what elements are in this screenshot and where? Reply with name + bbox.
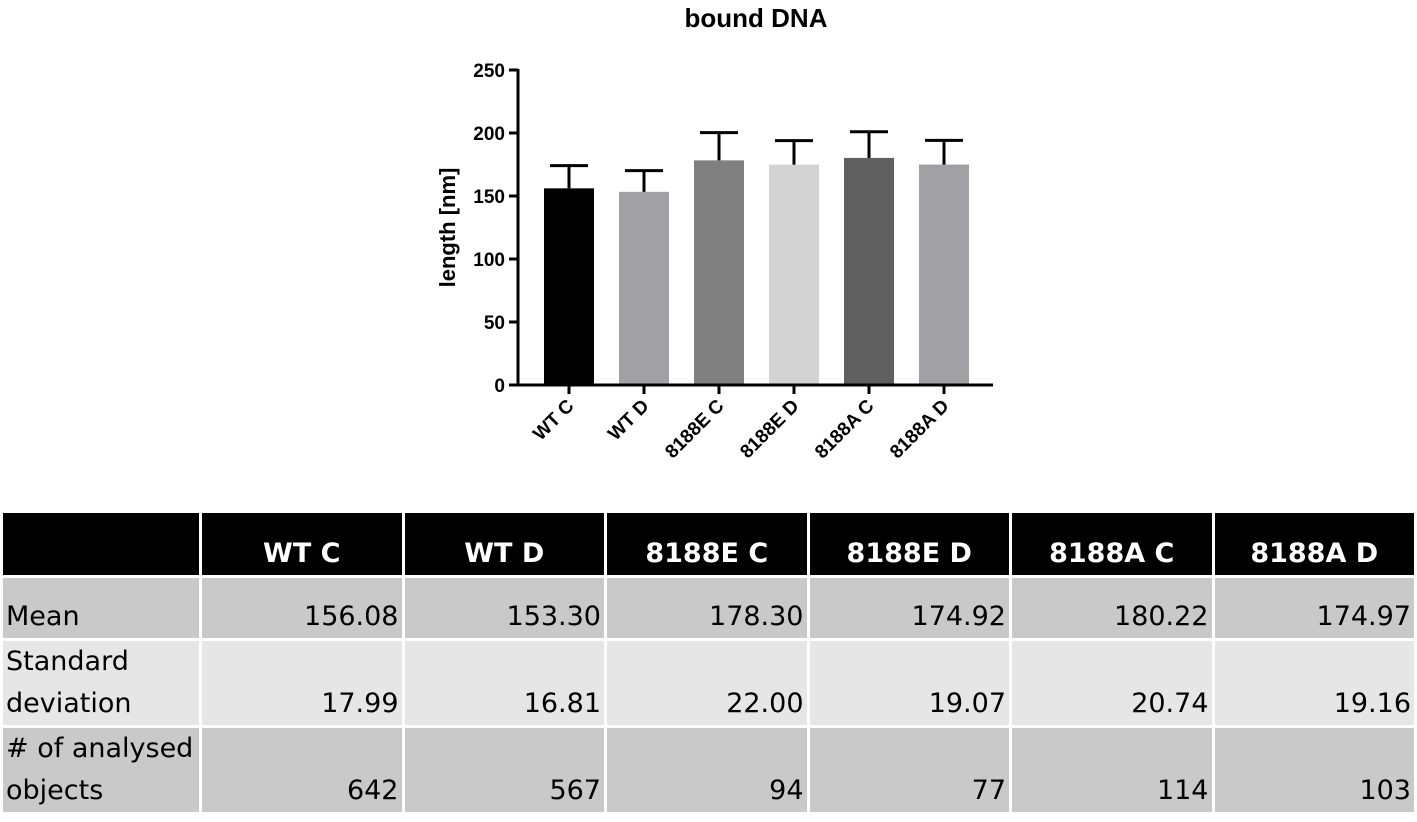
table-cell: 19.07 <box>809 641 1009 725</box>
x-tick-label: WT C <box>529 395 578 444</box>
table-cell: 180.22 <box>1012 578 1212 638</box>
table-cell: 103 <box>1214 728 1414 812</box>
y-axis-label: length [nm] <box>435 168 460 288</box>
column-header: WT D <box>404 513 604 575</box>
row-label: Mean <box>3 578 199 638</box>
row-label-line1: Mean <box>6 601 80 632</box>
table-cell: 94 <box>607 728 807 812</box>
table-cell: 77 <box>809 728 1009 812</box>
table-cell: 174.97 <box>1214 578 1414 638</box>
table-cell: 16.81 <box>404 641 604 725</box>
y-tick-label: 200 <box>473 124 505 145</box>
chart-area: bound DNA length [nm] 0 50 100 150 200 250 WT C W… <box>435 3 993 463</box>
row-label-line1: # of analysed <box>6 733 194 764</box>
row-label-line2: deviation <box>6 688 132 719</box>
bar-chart: bound DNA length [nm] 0 50 100 150 200 250 WT C W… <box>435 3 993 463</box>
summary-table: WT C WT D 8188E C 8188E D 8188A C 8188A … <box>0 510 1417 815</box>
table-cell: 174.92 <box>809 578 1009 638</box>
column-header: 8188A D <box>1214 513 1414 575</box>
chart-title: bound DNA <box>685 3 828 33</box>
table-corner-cell <box>3 513 199 575</box>
column-header: 8188E C <box>607 513 807 575</box>
x-tick-label: 8188E C <box>661 395 728 462</box>
bar <box>694 160 744 385</box>
table-cell: 567 <box>404 728 604 812</box>
row-label-line1: Standard <box>6 646 129 677</box>
bar <box>919 164 969 385</box>
table-cell: 156.08 <box>202 578 402 638</box>
x-tick-label: 8188A D <box>886 396 953 463</box>
table-header-row: WT C WT D 8188E C 8188E D 8188A C 8188A … <box>3 513 1414 575</box>
table-cell: 178.30 <box>607 578 807 638</box>
x-tick-label: WT D <box>604 396 653 445</box>
bar <box>769 164 819 385</box>
table-row-mean: Mean 156.08 153.30 178.30 174.92 180.22 … <box>3 578 1414 638</box>
table-cell: 22.00 <box>607 641 807 725</box>
table-cell: 17.99 <box>202 641 402 725</box>
bar <box>844 157 894 385</box>
row-label: # of analysed objects <box>3 728 199 812</box>
column-header: WT C <box>202 513 402 575</box>
table-row-count: # of analysed objects 642 567 94 77 114 1… <box>3 728 1414 812</box>
table-cell: 20.74 <box>1012 641 1212 725</box>
column-header: 8188E D <box>809 513 1009 575</box>
y-tick-label: 150 <box>473 187 505 208</box>
x-tick-label: 8188E D <box>736 396 803 463</box>
bar <box>544 188 594 385</box>
row-label: Standard deviation <box>3 641 199 725</box>
table-cell: 114 <box>1012 728 1212 812</box>
table-cell: 153.30 <box>404 578 604 638</box>
y-tick-label: 0 <box>494 376 505 397</box>
table-cell: 19.16 <box>1214 641 1414 725</box>
y-tick-label: 250 <box>473 61 505 82</box>
bar <box>619 191 669 385</box>
column-header: 8188A C <box>1012 513 1212 575</box>
y-tick-label: 50 <box>484 313 505 334</box>
row-label-line2: objects <box>6 775 104 806</box>
table-row-sd: Standard deviation 17.99 16.81 22.00 19.0… <box>3 641 1414 725</box>
x-tick-label: 8188A C <box>811 395 879 463</box>
y-tick-label: 100 <box>473 250 505 271</box>
table-cell: 642 <box>202 728 402 812</box>
